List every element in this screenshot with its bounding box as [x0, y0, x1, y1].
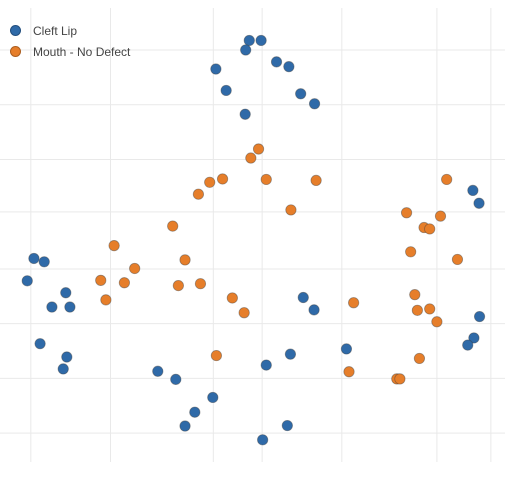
data-point-cleft-lip-8 — [308, 98, 321, 110]
data-point-mouth-no-defect-24 — [226, 292, 238, 304]
data-point-mouth-no-defect-11 — [424, 223, 436, 235]
data-point-mouth-no-defect-33 — [343, 366, 355, 378]
data-point-mouth-no-defect-13 — [441, 173, 453, 186]
data-point-cleft-lip-16 — [46, 301, 58, 313]
data-point-mouth-no-defect-17 — [179, 254, 191, 266]
data-point-mouth-no-defect-25 — [238, 307, 250, 319]
data-point-mouth-no-defect-26 — [348, 297, 360, 309]
data-point-cleft-lip-2 — [240, 44, 252, 56]
data-point-mouth-no-defect-21 — [172, 279, 184, 292]
data-point-cleft-lip-11 — [473, 197, 485, 209]
data-point-mouth-no-defect-12 — [434, 210, 447, 222]
data-point-cleft-lip-0 — [243, 34, 255, 47]
data-point-cleft-lip-29 — [284, 348, 297, 360]
data-point-cleft-lip-9 — [239, 108, 251, 120]
data-point-mouth-no-defect-14 — [108, 240, 120, 252]
data-point-mouth-no-defect-0 — [252, 143, 265, 155]
data-point-mouth-no-defect-20 — [118, 277, 130, 289]
data-point-cleft-lip-25 — [57, 363, 69, 375]
legend-label-mouth-no-defect: Mouth - No Defect — [33, 44, 131, 59]
data-point-mouth-no-defect-18 — [129, 262, 141, 275]
data-point-cleft-lip-26 — [152, 365, 164, 377]
data-point-mouth-no-defect-30 — [431, 316, 443, 328]
data-point-mouth-no-defect-3 — [204, 176, 216, 188]
data-point-cleft-lip-4 — [283, 61, 295, 73]
data-point-mouth-no-defect-4 — [192, 188, 205, 200]
data-point-cleft-lip-5 — [210, 63, 222, 75]
data-point-mouth-no-defect-7 — [285, 204, 297, 216]
legend: Cleft Lip Mouth - No Defect — [8, 20, 130, 62]
data-point-cleft-lip-19 — [308, 304, 320, 316]
data-point-cleft-lip-17 — [64, 301, 76, 313]
data-point-cleft-lip-1 — [255, 34, 267, 47]
data-point-cleft-lip-6 — [220, 84, 232, 97]
data-point-mouth-no-defect-35 — [394, 373, 406, 385]
data-point-mouth-no-defect-15 — [405, 246, 417, 258]
data-point-cleft-lip-7 — [295, 88, 307, 100]
legend-swatch-cleft-lip — [10, 25, 21, 36]
data-point-mouth-no-defect-23 — [100, 294, 112, 306]
data-point-mouth-no-defect-27 — [409, 289, 421, 301]
data-point-cleft-lip-14 — [21, 275, 33, 287]
data-point-mouth-no-defect-2 — [216, 173, 229, 185]
data-point-cleft-lip-28 — [260, 359, 272, 371]
data-point-mouth-no-defect-5 — [260, 173, 272, 186]
data-point-mouth-no-defect-29 — [424, 303, 436, 315]
data-point-cleft-lip-32 — [189, 406, 201, 418]
data-point-cleft-lip-20 — [473, 310, 486, 323]
data-point-cleft-lip-35 — [257, 434, 269, 446]
data-point-cleft-lip-3 — [270, 56, 283, 68]
data-point-cleft-lip-27 — [170, 373, 182, 385]
data-point-cleft-lip-21 — [468, 332, 480, 344]
data-point-cleft-lip-13 — [38, 256, 50, 268]
legend-item-mouth-no-defect[interactable]: Mouth - No Defect — [8, 41, 130, 62]
data-point-mouth-no-defect-6 — [310, 174, 322, 187]
data-point-mouth-no-defect-32 — [413, 352, 426, 365]
data-point-mouth-no-defect-31 — [210, 349, 222, 362]
data-point-cleft-lip-12 — [28, 252, 40, 265]
data-point-mouth-no-defect-1 — [245, 152, 257, 164]
data-point-cleft-lip-22 — [462, 339, 474, 351]
data-point-cleft-lip-23 — [34, 338, 46, 350]
data-point-mouth-no-defect-28 — [411, 304, 423, 316]
legend-swatch-mouth-no-defect — [10, 46, 21, 57]
data-point-mouth-no-defect-9 — [400, 207, 413, 219]
data-point-mouth-no-defect-19 — [95, 274, 107, 286]
legend-item-cleft-lip[interactable]: Cleft Lip — [8, 20, 130, 41]
data-point-cleft-lip-15 — [60, 287, 72, 299]
data-point-cleft-lip-10 — [467, 184, 479, 196]
data-point-cleft-lip-24 — [61, 351, 73, 363]
data-point-cleft-lip-31 — [207, 391, 219, 404]
legend-label-cleft-lip: Cleft Lip — [33, 23, 78, 38]
data-point-cleft-lip-33 — [179, 420, 191, 432]
data-point-cleft-lip-18 — [297, 291, 309, 304]
data-point-cleft-lip-34 — [281, 419, 293, 432]
data-point-cleft-lip-30 — [340, 343, 353, 355]
data-point-mouth-no-defect-8 — [167, 220, 179, 232]
data-point-mouth-no-defect-22 — [194, 278, 207, 290]
data-point-mouth-no-defect-16 — [451, 253, 464, 266]
